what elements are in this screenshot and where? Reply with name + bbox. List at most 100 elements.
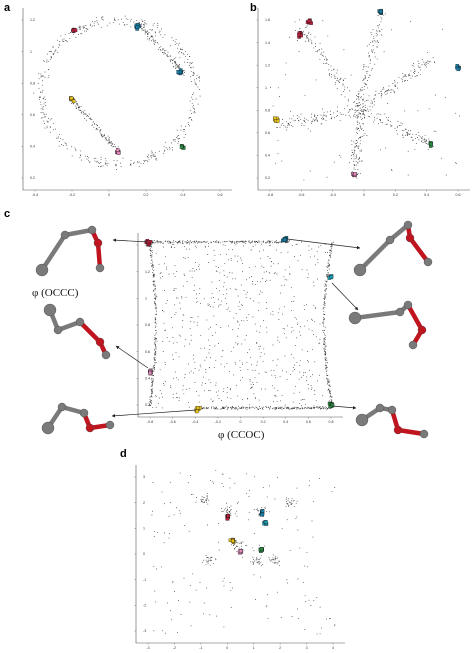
panel-c-point — [227, 406, 229, 408]
panel-a-point — [108, 138, 110, 140]
panel-b-point — [369, 75, 371, 77]
panel-b-point — [386, 123, 388, 125]
panel-a-point — [86, 28, 88, 30]
panel-c-point — [196, 247, 197, 249]
panel-c-point — [234, 407, 236, 409]
panel-c-point — [155, 306, 157, 308]
panel-d-point — [221, 510, 223, 512]
panel-c-point — [194, 368, 196, 369]
panel-b-point — [393, 92, 395, 94]
panel-a-point — [185, 125, 186, 127]
panel-c-point — [193, 290, 195, 292]
panel-c-point — [314, 307, 316, 309]
panel-b-point — [368, 116, 370, 117]
panel-d-point — [276, 563, 278, 565]
panel-d-point — [229, 582, 231, 583]
panel-c-point — [155, 252, 157, 254]
panel-c-point — [238, 405, 240, 407]
panel-c-point — [308, 407, 310, 409]
panel-d-point — [259, 560, 261, 562]
panel-c-point — [300, 241, 302, 243]
panel-c-point — [330, 250, 332, 251]
panel-a-point — [154, 32, 156, 34]
panel-d-point — [305, 601, 307, 603]
panel-d-point — [242, 556, 243, 558]
panel-d-point — [296, 516, 298, 518]
panel-c-point — [175, 397, 177, 399]
panel-b-point — [398, 125, 400, 126]
panel-c-point — [222, 406, 224, 408]
panel-c-point — [243, 241, 245, 243]
panel-c-point — [265, 371, 267, 373]
panel-a-ytick-label: 1 — [30, 50, 32, 54]
panel-a-point — [43, 98, 45, 100]
panel-c-point — [179, 302, 181, 304]
panel-a-point — [144, 31, 146, 33]
panel-b-point — [320, 123, 322, 125]
panel-b-point — [323, 115, 325, 117]
panel-a-point — [147, 161, 149, 163]
panel-d-point — [312, 536, 314, 538]
oxygen-atom — [85, 423, 95, 433]
panel-b-point — [272, 105, 274, 107]
panel-c-point — [315, 308, 317, 310]
panel-a-point — [68, 33, 70, 34]
panel-c-point — [172, 359, 174, 360]
panel-a-point — [81, 112, 82, 114]
panel-c-point — [189, 270, 191, 272]
panel-c-point — [252, 281, 254, 282]
panel-c-point — [155, 294, 157, 296]
panel-c-point — [198, 265, 200, 267]
panel-c-point — [290, 287, 292, 289]
panel-c-point — [322, 325, 324, 327]
panel-c-point — [273, 407, 275, 409]
panel-c-point — [306, 376, 308, 378]
panel-b-point — [374, 56, 376, 58]
panel-c-point — [246, 317, 247, 319]
panel-b-point — [361, 149, 363, 151]
panel-d-point — [167, 602, 169, 604]
panel-c-point — [281, 406, 283, 408]
carbon-atom — [387, 405, 397, 415]
panel-c-point — [308, 361, 309, 363]
panel-b-point — [410, 136, 412, 138]
panel-c-point — [153, 370, 155, 372]
panel-d-point — [244, 544, 246, 546]
panel-b-point — [359, 137, 361, 139]
panel-c-point — [151, 259, 153, 261]
panel-c-point — [150, 393, 152, 395]
panel-c-point — [283, 408, 285, 409]
panel-d-point — [313, 599, 315, 601]
panel-c-point — [324, 337, 326, 339]
panel-a-point — [43, 103, 45, 105]
panel-b-point — [363, 82, 365, 84]
panel-c-point — [314, 390, 316, 392]
panel-c-point — [249, 404, 250, 406]
panel-d-point — [291, 616, 293, 617]
panel-b-point — [360, 89, 362, 91]
panel-b-point — [364, 117, 366, 119]
panel-a-point — [142, 27, 144, 28]
panel-c-point — [279, 406, 281, 408]
panel-a-point — [70, 102, 72, 104]
panel-c-point — [152, 381, 154, 383]
panel-d-point — [285, 498, 287, 500]
panel-a-point — [92, 121, 94, 123]
panel-b-point — [364, 82, 366, 84]
panel-d-point — [178, 600, 180, 602]
panel-b-point — [362, 117, 364, 119]
panel-a-point — [105, 162, 106, 164]
panel-c-point — [194, 284, 195, 286]
molecule-top-left — [35, 225, 105, 277]
panel-c-point — [254, 369, 256, 371]
panel-c-point — [244, 407, 246, 409]
panel-c-point — [151, 261, 153, 263]
panel-b-points — [270, 9, 460, 181]
panel-b-point — [366, 72, 368, 74]
panel-c-point — [263, 348, 265, 350]
panel-c-point — [218, 390, 219, 392]
panel-a-point — [193, 71, 195, 73]
panel-c-point — [326, 357, 328, 359]
panel-a-point — [151, 155, 152, 157]
